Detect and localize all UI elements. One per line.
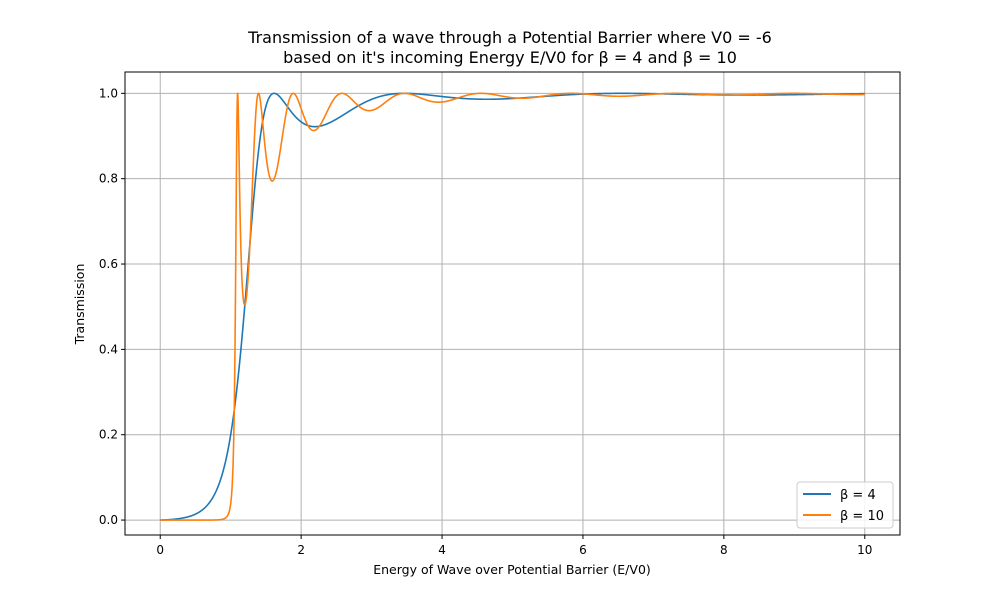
y-axis-ticks: 0.0 0.2 0.4 0.6 0.8 1.0 [99,86,125,527]
x-tick-label: 10 [857,543,872,557]
legend: β = 4 β = 10 [796,481,894,529]
chart-subtitle: based on it's incoming Energy E/V0 for β… [283,48,737,67]
y-tick-label: 0.6 [99,257,118,271]
y-tick-label: 0.0 [99,513,118,527]
legend-label-beta-10: β = 10 [840,509,884,524]
x-tick-label: 8 [720,543,728,557]
legend-label-beta-4: β = 4 [840,488,876,503]
x-axis-ticks: 0 2 4 6 8 10 [156,535,872,557]
series-line-beta-10 [159,92,866,521]
x-tick-label: 0 [156,543,164,557]
x-axis-label: Energy of Wave over Potential Barrier (E… [373,562,651,577]
series-lines [159,92,866,521]
y-tick-label: 1.0 [99,86,118,100]
chart-title: Transmission of a wave through a Potenti… [247,28,772,47]
y-axis-label: Transmission [72,264,87,346]
plot-frame [124,71,901,536]
y-tick-label: 0.8 [99,172,118,186]
x-tick-label: 2 [297,543,305,557]
grid [125,72,900,535]
y-tick-label: 0.2 [99,428,118,442]
x-tick-label: 4 [438,543,446,557]
y-tick-label: 0.4 [99,342,118,356]
x-tick-label: 6 [579,543,587,557]
